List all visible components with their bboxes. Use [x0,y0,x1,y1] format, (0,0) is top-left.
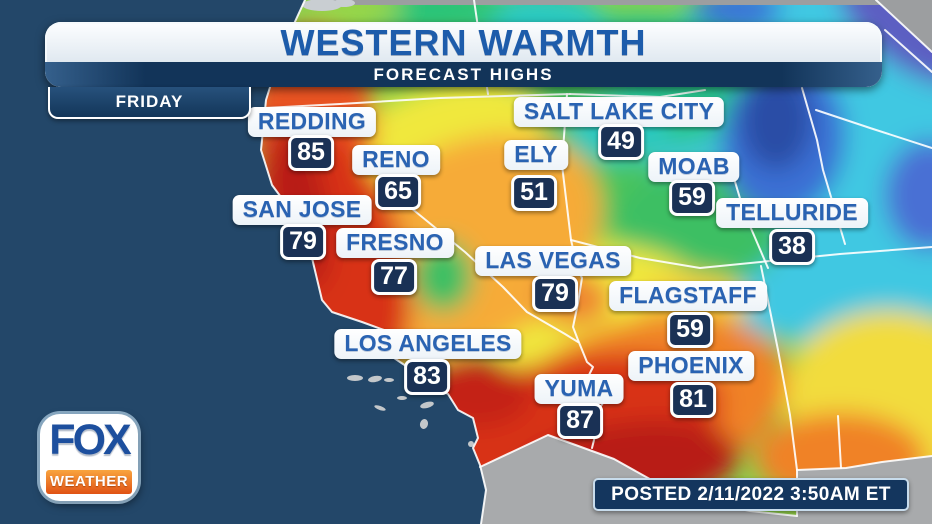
temp-badge: 79 [280,224,326,260]
weather-logo-text: WEATHER [46,470,132,494]
city-label: PHOENIX [628,351,754,381]
temp-badge: 38 [769,229,815,265]
day-tab: FRIDAY [48,87,251,119]
city-label: YUMA [534,374,624,404]
temp-badge: 51 [511,175,557,211]
city-label: LOS ANGELES [334,329,522,359]
city-label: MOAB [648,152,740,182]
city-label: FLAGSTAFF [609,281,767,311]
posted-timestamp: POSTED 2/11/2022 3:50AM ET [593,478,909,511]
city-label: SAN JOSE [232,195,372,225]
temp-badge: 49 [598,124,644,160]
temp-badge: 85 [288,135,334,171]
fox-logo-text: FOX [49,416,131,464]
city-label: FRESNO [336,228,454,258]
city-label: TELLURIDE [716,198,868,228]
temp-badge: 77 [371,259,417,295]
subtitle-bar: FORECAST HIGHS [45,62,882,87]
page-title: WESTERN WARMTH [280,22,647,63]
temp-badge: 59 [667,312,713,348]
fox-weather-logo: FOX WEATHER [40,414,138,501]
title-banner: WESTERN WARMTH FORECAST HIGHS [45,22,882,87]
city-label: REDDING [247,107,377,137]
temp-badge: 59 [669,180,715,216]
temp-badge: 87 [557,403,603,439]
temp-badge: 83 [404,359,450,395]
temp-badge: 79 [532,276,578,312]
temp-badge: 65 [375,174,421,210]
city-label: ELY [504,140,568,170]
city-label: SALT LAKE CITY [513,97,725,127]
temp-badge: 81 [670,382,716,418]
city-label: LAS VEGAS [475,246,631,276]
city-label: RENO [352,145,440,175]
